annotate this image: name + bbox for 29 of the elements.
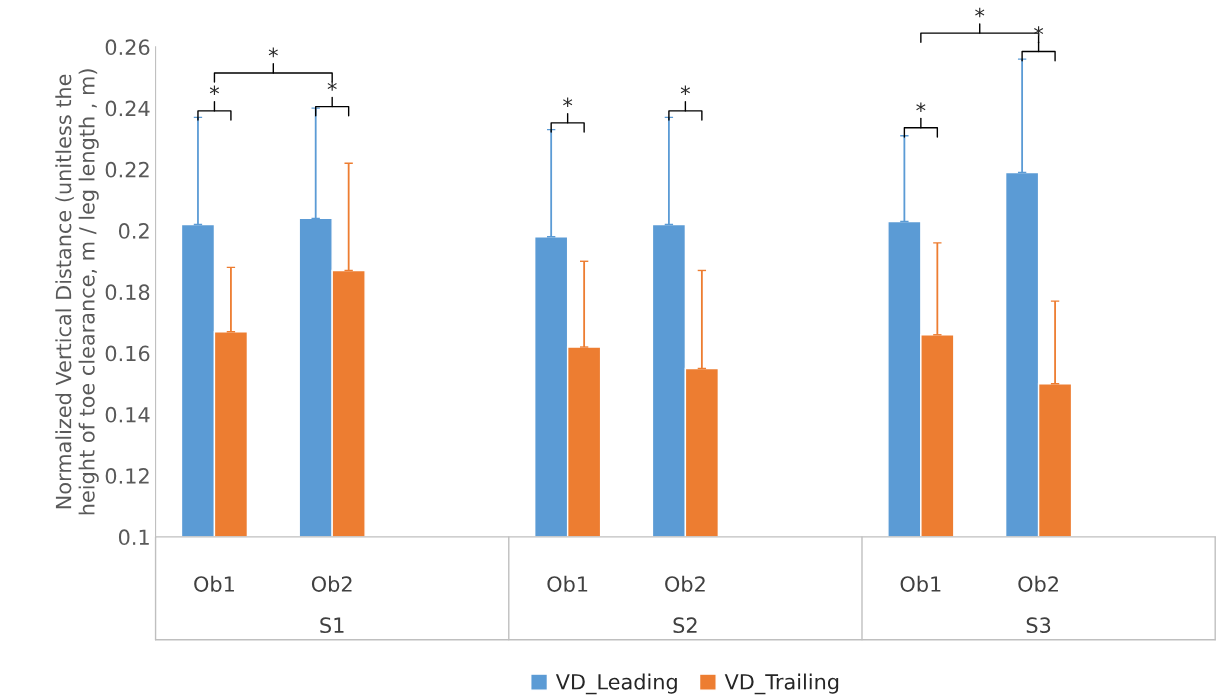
annotation: * — [327, 81, 337, 91]
annotation: * — [209, 85, 220, 96]
y-tick-label: 0.1 — [118, 529, 149, 546]
y-tick-label: 0.26 — [105, 39, 150, 56]
y-tick-label: 0.24 — [105, 100, 150, 117]
text: * — [1034, 26, 1044, 36]
annotation: * — [916, 102, 926, 112]
x-tick-label: Ob2 — [665, 575, 705, 592]
legend-label: VD_Trailing — [724, 673, 839, 695]
annotation: * — [268, 47, 278, 58]
y-tick-label: 0.18 — [105, 284, 150, 301]
text: S1 — [320, 617, 344, 634]
text: S2 — [673, 617, 697, 634]
y-tick-label: 0.14 — [105, 406, 150, 423]
x-tick-label: Ob2 — [311, 575, 352, 592]
x-tick-label: Ob1 — [547, 575, 588, 592]
y-tick-label: 0.12 — [105, 468, 149, 484]
x-tick-label: Ob1 — [194, 575, 234, 592]
x-tick-label: Ob1 — [900, 575, 941, 592]
y-axis-title: Normalized Vertical Distance (unitless the height of toe clearance, m / leg length , m) — [55, 69, 99, 515]
y-tick-label: 0.16 — [105, 345, 150, 362]
legend-label: VD_Leading — [555, 673, 677, 695]
y-tick-label: 0.22 — [105, 161, 149, 178]
x-tick-label: Ob2 — [1018, 575, 1058, 592]
annotation: * — [563, 97, 573, 108]
y-tick-label: 0.2 — [118, 223, 149, 239]
annotation: * — [680, 85, 690, 96]
text: * — [975, 7, 985, 18]
text: S3 — [1026, 617, 1051, 634]
